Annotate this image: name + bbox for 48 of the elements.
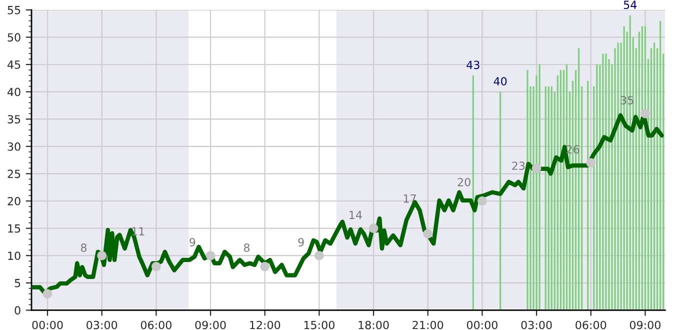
annotation: 8 <box>244 243 250 252</box>
annotation: 9 <box>190 238 196 246</box>
y-tick-label: 10 <box>8 252 20 260</box>
x-tick-label: 06:00 <box>140 320 172 330</box>
data-label: 43 <box>466 60 480 70</box>
x-tick-label: 09:00 <box>195 320 226 330</box>
point <box>97 250 107 260</box>
annotation: 20 <box>458 178 470 186</box>
data-label: 40 <box>494 77 507 86</box>
annotation: 14 <box>350 210 362 219</box>
x-tick-label: 21:00 <box>412 320 444 330</box>
annotation: 26 <box>566 145 580 154</box>
point <box>586 158 596 168</box>
y-tick-label: 30 <box>8 142 20 151</box>
y-tick-label: 50 <box>8 33 20 42</box>
annotation: 23 <box>512 162 525 170</box>
annotation: 9 <box>298 238 304 246</box>
point <box>314 250 324 260</box>
point <box>152 262 161 272</box>
y-tick-label: 20 <box>8 196 20 206</box>
point <box>640 108 650 118</box>
y-tick-label: 15 <box>8 224 20 233</box>
data-label: 54 <box>624 0 637 10</box>
y-tick-label: 40 <box>8 88 20 96</box>
point <box>423 229 433 238</box>
x-tick-label: 03:00 <box>521 320 552 330</box>
annotation: 17 <box>404 194 416 203</box>
y-tick-label: 5 <box>14 279 20 288</box>
point <box>206 250 216 260</box>
x-tick-label: 15:00 <box>304 320 334 330</box>
point <box>368 224 378 233</box>
x-tick-label: 12:00 <box>250 320 280 330</box>
x-tick-label: 00:00 <box>32 320 63 330</box>
point <box>42 289 52 298</box>
x-tick-label: 00:00 <box>466 320 498 330</box>
x-tick-label: 09:00 <box>630 320 660 330</box>
point <box>478 196 487 206</box>
x-tick-label: 18:00 <box>358 320 389 330</box>
y-tick-label: 55 <box>8 6 20 14</box>
y-tick-label: 35 <box>8 115 20 124</box>
x-tick-label: 03:00 <box>86 320 118 330</box>
annotation: 8 <box>80 243 87 252</box>
point <box>260 262 270 272</box>
x-tick-label: 06:00 <box>576 320 606 330</box>
y-tick-label: 25 <box>8 170 20 178</box>
y-tick-label: 45 <box>8 60 20 69</box>
point <box>532 164 542 173</box>
y-tick-label: 0 <box>14 306 20 315</box>
